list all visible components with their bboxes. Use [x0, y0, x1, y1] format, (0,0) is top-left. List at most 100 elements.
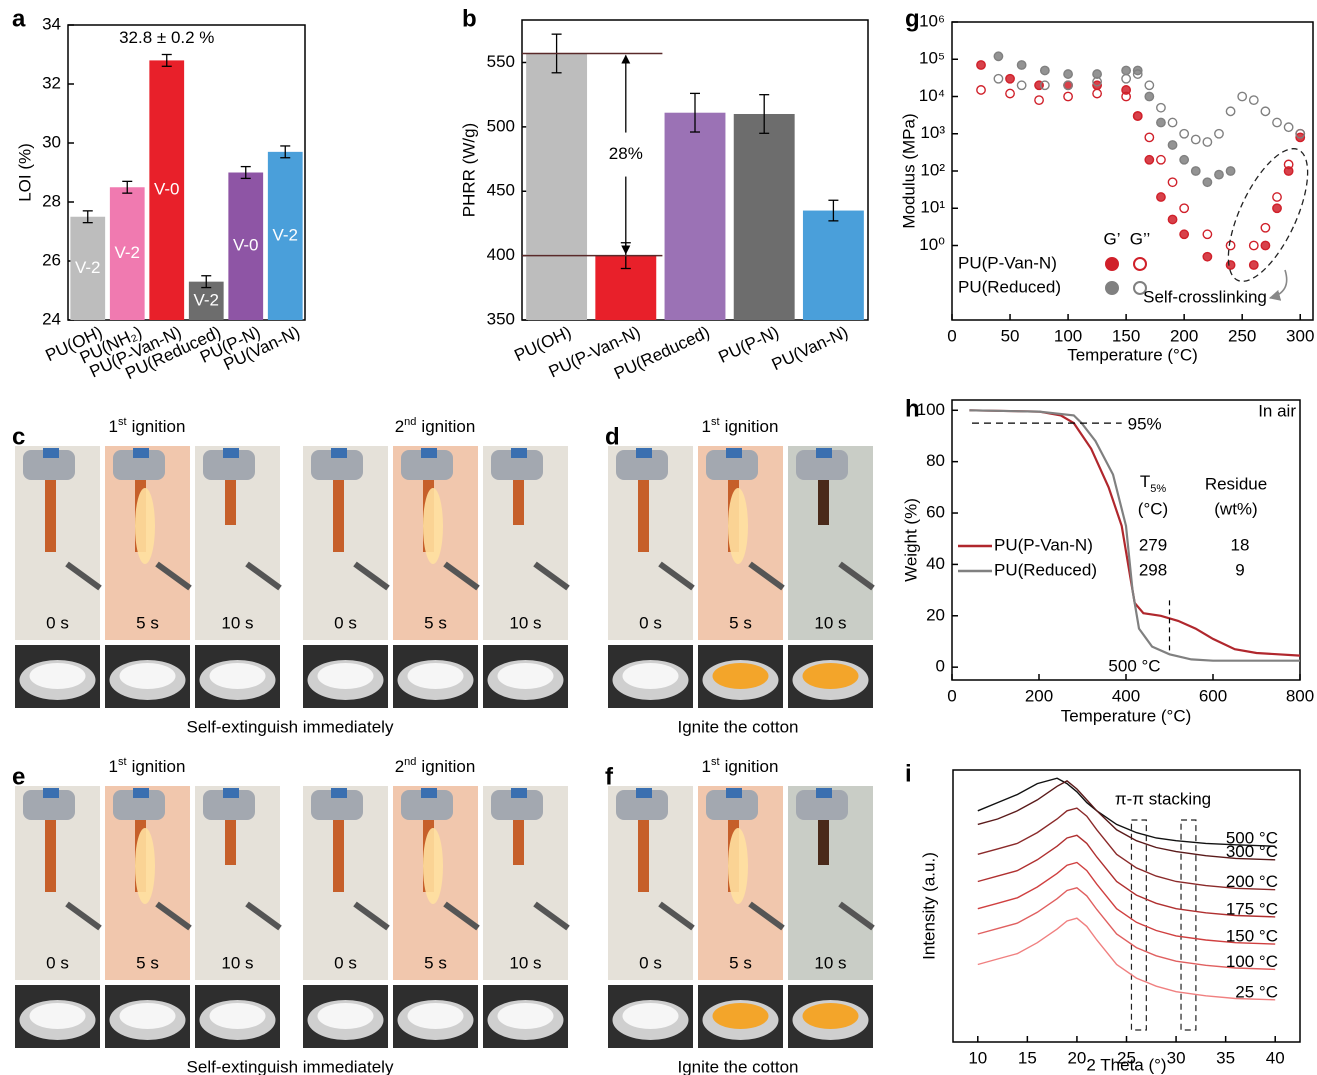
title-word: ignition	[132, 757, 186, 776]
bar-label: V-2	[75, 258, 101, 277]
table-header: T5%	[1140, 472, 1167, 494]
data-point	[1145, 81, 1153, 89]
sample-strip	[45, 480, 56, 552]
clamp-clip	[726, 448, 742, 458]
data-point	[1226, 241, 1234, 249]
highlight-box	[1181, 820, 1196, 1030]
sample-strip	[45, 820, 56, 892]
x-tick-label: 10	[968, 1048, 987, 1067]
y-tick-label: 10³	[920, 123, 945, 142]
annotation: Self-crosslinking	[1143, 287, 1267, 306]
data-point	[1157, 104, 1165, 112]
sample-strip	[333, 820, 344, 892]
legend-label: PU(P-Van-N)	[958, 253, 1057, 272]
title-suffix: st	[118, 756, 127, 768]
sample-strip	[638, 820, 649, 892]
sample-strip	[333, 480, 344, 552]
data-point	[1064, 70, 1072, 78]
data-point	[1157, 156, 1165, 164]
data-point	[1273, 118, 1281, 126]
group-title: 2ndignition	[395, 756, 476, 777]
title-suffix: nd	[404, 756, 416, 768]
clamp-clip	[223, 448, 239, 458]
time-label: 5 s	[424, 953, 447, 972]
caption: Self-extinguish immediately	[187, 717, 394, 736]
data-point	[1017, 61, 1025, 69]
data-point	[1168, 178, 1176, 186]
plot-frame	[952, 22, 1313, 320]
cotton	[623, 663, 679, 689]
data-point	[1180, 230, 1188, 238]
x-tick-label: 20	[1067, 1048, 1086, 1067]
title-word: ignition	[725, 417, 779, 436]
cotton	[623, 1003, 679, 1029]
y-tick-label: 10¹	[920, 198, 945, 217]
x-axis-label: Temperature (°C)	[1061, 706, 1192, 725]
y-tick-label: 500	[487, 116, 515, 135]
x-tick-label: 30	[1167, 1048, 1186, 1067]
x-tick-label: 250	[1228, 326, 1256, 345]
legend-label: PU(Reduced)	[958, 277, 1061, 296]
time-label: 0 s	[46, 613, 69, 632]
data-point	[1192, 167, 1200, 175]
data-point	[1203, 178, 1211, 186]
title-word: ignition	[132, 417, 186, 436]
cotton	[408, 1003, 464, 1029]
title-suffix: st	[711, 756, 720, 768]
y-axis-label: LOI (%)	[15, 143, 34, 202]
sample-strip	[818, 820, 829, 865]
data-point	[1157, 118, 1165, 126]
cotton	[803, 1003, 859, 1029]
x-tick-label: 400	[1112, 686, 1140, 705]
data-point	[994, 52, 1002, 60]
time-label: 10 s	[814, 953, 846, 972]
time-label: 0 s	[639, 613, 662, 632]
annotation: π-π stacking	[1115, 789, 1211, 808]
x-tick-label: 150	[1112, 326, 1140, 345]
data-point	[1180, 156, 1188, 164]
flame	[423, 828, 443, 904]
data-point	[1215, 130, 1223, 138]
table-cell: 18	[1231, 535, 1250, 554]
bar-label: V-0	[233, 236, 259, 255]
clamp-clip	[816, 788, 832, 798]
cotton	[210, 663, 266, 689]
time-label: 0 s	[334, 613, 357, 632]
cotton	[120, 1003, 176, 1029]
caption: Ignite the cotton	[678, 1057, 799, 1075]
x-tick-label: 50	[1001, 326, 1020, 345]
table-header: (°C)	[1138, 499, 1168, 518]
data-point	[1250, 96, 1258, 104]
time-label: 0 s	[334, 953, 357, 972]
table-cell: 279	[1139, 535, 1167, 554]
bar	[803, 211, 864, 320]
data-point	[1238, 92, 1246, 100]
data-point	[1192, 135, 1200, 143]
sample-strip	[225, 820, 236, 865]
y-tick-label: 20	[926, 605, 945, 624]
clamp-clip	[331, 788, 347, 798]
clamp-clip	[331, 448, 347, 458]
y-tick-label: 60	[926, 503, 945, 522]
group-title: 2ndignition	[395, 416, 476, 437]
table-header: (wt%)	[1214, 499, 1257, 518]
x-tick-label: 15	[1018, 1048, 1037, 1067]
data-point	[1041, 66, 1049, 74]
sample-strip	[513, 480, 524, 525]
y-tick-label: 30	[42, 132, 61, 151]
time-label: 10 s	[814, 613, 846, 632]
y-tick-label: 10⁴	[919, 86, 945, 105]
cotton	[120, 663, 176, 689]
y-tick-label: 34	[42, 14, 61, 33]
time-label: 10 s	[221, 953, 253, 972]
x-tick-label: 200	[1025, 686, 1053, 705]
y-tick-label: 40	[926, 554, 945, 573]
x-tick-label: 300	[1286, 326, 1314, 345]
time-label: 0 s	[639, 953, 662, 972]
annotation: 500 °C	[1108, 657, 1160, 676]
clamp-clip	[636, 448, 652, 458]
x-tick-label: 600	[1199, 686, 1227, 705]
table-header-symbol: T	[1140, 472, 1150, 491]
data-point	[1122, 75, 1130, 83]
